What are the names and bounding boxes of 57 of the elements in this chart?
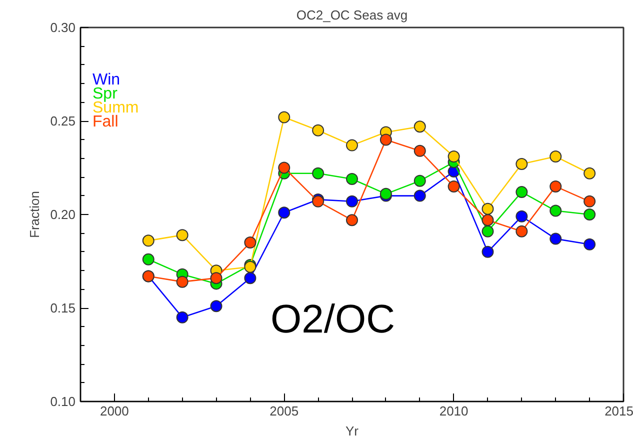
text: Spr <box>92 86 118 102</box>
text: Win <box>92 72 120 88</box>
point <box>278 206 290 219</box>
point <box>380 134 392 146</box>
point <box>244 236 256 249</box>
x-tick-label: 2005 <box>270 404 299 418</box>
point <box>516 158 528 170</box>
point <box>414 144 426 157</box>
point <box>550 150 562 163</box>
x-tick-label: 2000 <box>100 404 129 418</box>
point <box>482 214 494 226</box>
y-tick-label: 0.15 <box>50 300 76 316</box>
point <box>244 272 256 284</box>
point <box>414 120 426 133</box>
point <box>346 139 358 152</box>
point <box>482 202 494 215</box>
point <box>346 172 358 185</box>
point <box>278 111 290 124</box>
x-tick-label: 2010 <box>439 404 468 418</box>
x-tick-label: 2015 <box>604 404 633 418</box>
point <box>448 180 460 192</box>
y-tick-label: 0.25 <box>50 114 76 128</box>
point <box>312 167 324 180</box>
point <box>584 167 596 180</box>
chart-title: OC2_OC Seas avg <box>296 8 408 22</box>
point <box>346 195 358 208</box>
point <box>278 162 290 174</box>
point <box>210 272 222 284</box>
point <box>312 124 324 136</box>
point <box>584 208 596 220</box>
point <box>346 214 358 226</box>
point <box>176 276 188 288</box>
point <box>516 225 528 238</box>
point <box>176 229 188 242</box>
y-tick-label: 0.30 <box>50 20 76 35</box>
point <box>448 150 460 163</box>
annotation: O2/OC <box>270 298 395 342</box>
point <box>142 234 154 247</box>
point <box>516 186 528 198</box>
point <box>414 174 426 187</box>
point <box>584 238 596 250</box>
point <box>550 232 562 245</box>
point <box>550 180 562 192</box>
y-tick-label: 0.10 <box>50 394 76 409</box>
point <box>142 253 154 266</box>
x-axis-title: Yr <box>346 424 360 438</box>
point <box>414 190 426 202</box>
y-tick-label: 0.20 <box>50 207 76 222</box>
point <box>482 246 494 258</box>
point <box>176 311 188 324</box>
point <box>550 204 562 217</box>
point <box>584 195 596 208</box>
point <box>210 300 222 312</box>
point <box>482 225 494 238</box>
point <box>516 210 528 222</box>
y-axis-title: Fraction <box>27 191 42 238</box>
text: Fall <box>92 114 118 130</box>
